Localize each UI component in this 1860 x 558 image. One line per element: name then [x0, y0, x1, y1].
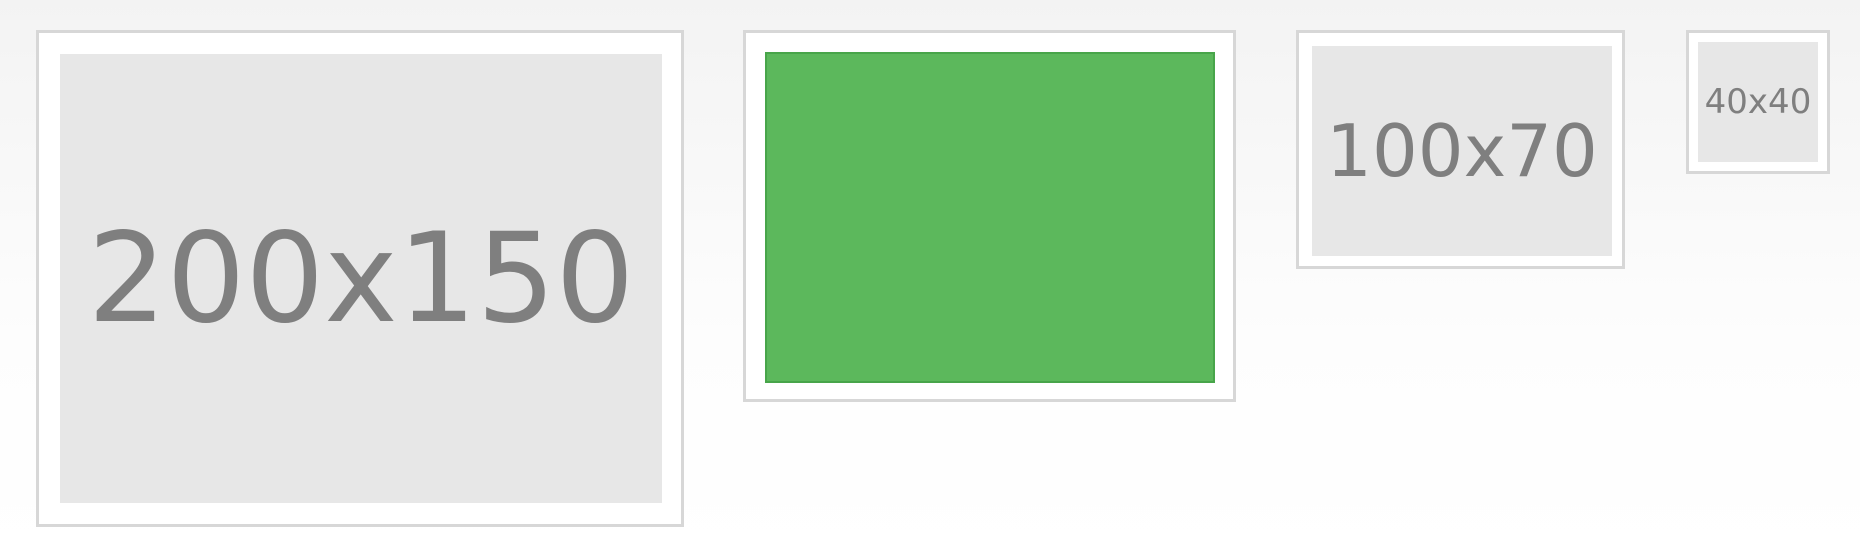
- placeholder-image-200x150: 200x150: [60, 54, 662, 503]
- thumbnail-100x70[interactable]: 100x70: [1296, 30, 1625, 269]
- green-image: [765, 52, 1215, 383]
- placeholder-image-100x70: 100x70: [1312, 46, 1612, 256]
- thumbnail-green[interactable]: [743, 30, 1236, 402]
- thumbnail-40x40[interactable]: 40x40: [1686, 30, 1830, 174]
- placeholder-image-40x40: 40x40: [1698, 42, 1818, 162]
- thumbnail-200x150[interactable]: 200x150: [36, 30, 684, 527]
